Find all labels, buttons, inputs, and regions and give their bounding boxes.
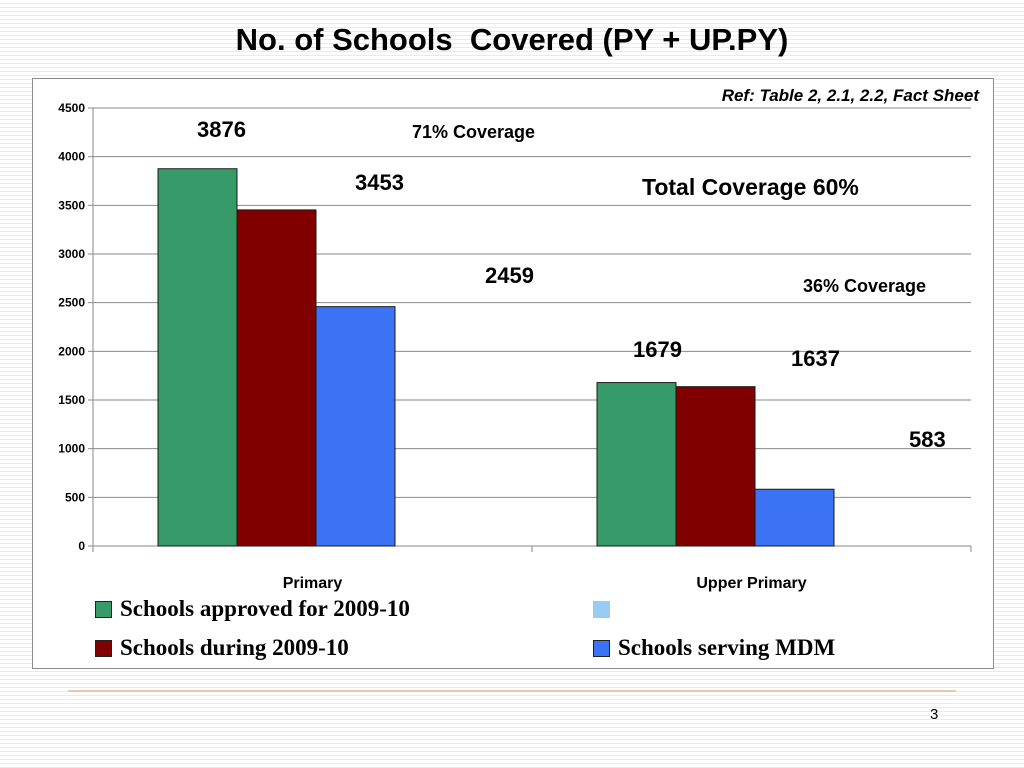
x-tick-label: Upper Primary	[696, 575, 806, 592]
bar	[754, 488, 835, 547]
bar	[596, 382, 677, 547]
legend-label-mdm: Schools serving MDM	[618, 635, 836, 660]
legend-swatch-during	[95, 639, 112, 657]
legend-label-during: Schools during 2009-10	[120, 635, 349, 660]
legend-item-mdm: Schools serving MDM	[593, 633, 835, 663]
legend-item-during: Schools during 2009-10	[95, 633, 349, 663]
bar	[157, 168, 238, 547]
y-tick-label: 4000	[58, 150, 85, 164]
data-label: 1637	[791, 346, 840, 371]
legend-label-approved: Schools approved for 2009-10	[120, 596, 410, 621]
reference-note: Ref: Table 2, 2.1, 2.2, Fact Sheet	[722, 86, 981, 105]
data-label: 3876	[197, 117, 246, 142]
data-label: 1679	[633, 337, 682, 362]
primary-coverage-note: 71% Coverage	[412, 122, 535, 142]
y-tick-label: 4500	[58, 101, 85, 115]
bars	[157, 168, 835, 547]
upper-primary-coverage-note: 36% Coverage	[803, 276, 926, 296]
legend-swatch-blank	[593, 600, 610, 618]
bar	[315, 306, 396, 547]
bar	[675, 386, 756, 547]
y-tick-label: 3500	[58, 198, 85, 212]
y-tick-label: 3000	[58, 247, 85, 261]
data-label: 2459	[485, 263, 534, 288]
legend-item-blank	[593, 594, 618, 624]
y-tick-label: 2500	[58, 296, 85, 310]
y-tick-label: 500	[65, 490, 85, 504]
y-tick-label: 2000	[58, 344, 85, 358]
data-labels: 3876 3453 2459 1679 1637 583	[197, 117, 946, 452]
legend-swatch-mdm	[593, 639, 610, 657]
x-tick-label: Primary	[283, 575, 343, 592]
bar	[236, 209, 317, 547]
slide-number: 3	[930, 706, 939, 723]
bar-chart: 0 500 1000 1500 2000 2500 3000 3500 4000 4500 Prim…	[58, 86, 980, 592]
y-tick-label: 0	[78, 539, 85, 553]
legend-item-approved: Schools approved for 2009-10	[95, 594, 410, 624]
slide-title: No. of Schools Covered (PY + UP.PY)	[235, 22, 789, 57]
annotations: Ref: Table 2, 2.1, 2.2, Fact Sheet 71% Co…	[412, 86, 980, 296]
footer-divider	[68, 690, 956, 692]
axes: 0 500 1000 1500 2000 2500 3000 3500 4000 4500 Prim…	[58, 101, 972, 592]
total-coverage-note: Total Coverage 60%	[642, 174, 859, 200]
y-tick-label: 1000	[58, 442, 85, 456]
legend-swatch-approved	[95, 600, 112, 618]
data-label: 583	[909, 427, 946, 452]
chart-frame: 0 500 1000 1500 2000 2500 3000 3500 4000 4500 Prim…	[32, 78, 994, 669]
y-tick-label: 1500	[58, 393, 85, 407]
data-label: 3453	[355, 170, 404, 195]
